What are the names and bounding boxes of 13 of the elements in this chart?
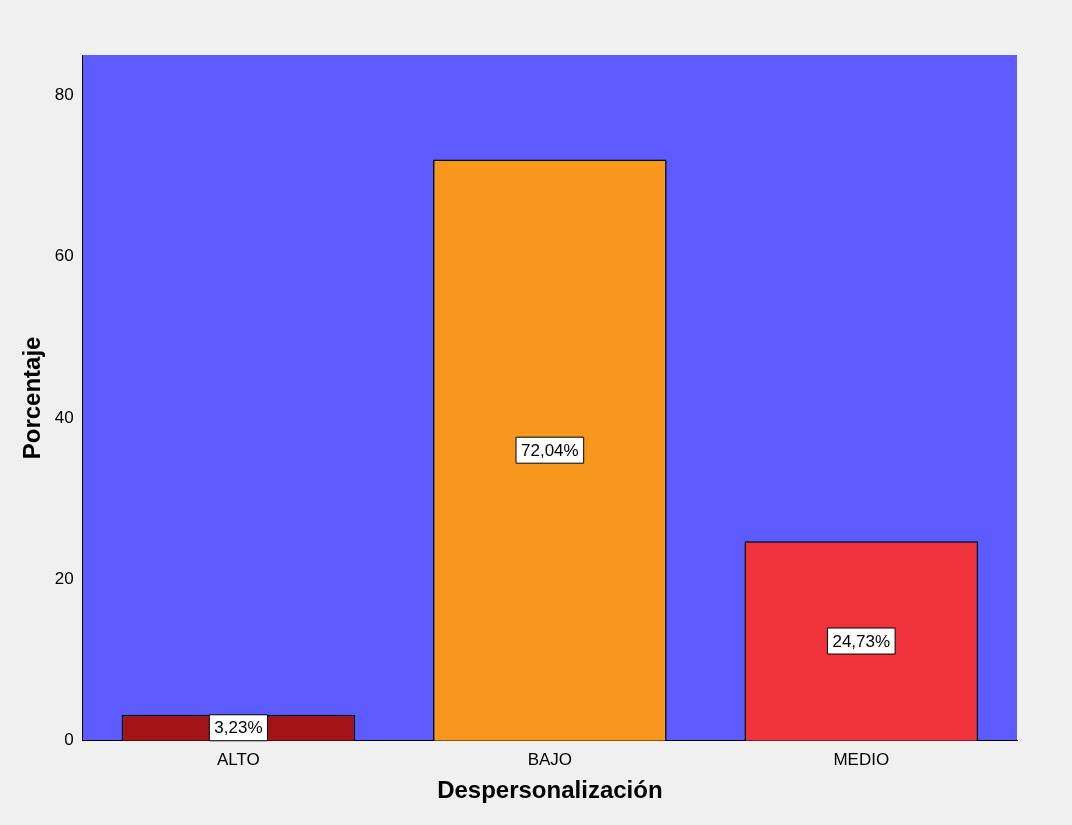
- y-tick-label: 60: [54, 246, 74, 266]
- y-tick-label: 0: [64, 730, 74, 750]
- y-tick-label: 80: [54, 85, 74, 105]
- x-tick-label: ALTO: [217, 749, 260, 769]
- data-label: 24,73%: [832, 631, 891, 651]
- y-axis-title: Porcentaje: [18, 336, 46, 460]
- x-tick-label: MEDIO: [833, 749, 890, 769]
- y-tick-label: 20: [54, 569, 74, 589]
- x-axis-title: Despersonalización: [437, 776, 663, 804]
- y-tick-label: 40: [54, 407, 74, 427]
- x-tick-label: BAJO: [527, 749, 573, 769]
- data-label: 3,23%: [214, 718, 263, 738]
- data-label: 72,04%: [521, 440, 579, 460]
